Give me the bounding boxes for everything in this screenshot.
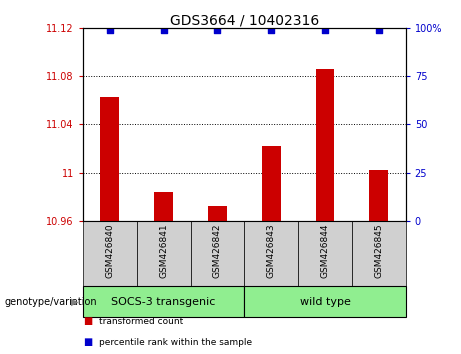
Point — [267, 27, 275, 33]
Text: GSM426842: GSM426842 — [213, 223, 222, 278]
Bar — [298, 221, 352, 286]
Text: SOCS-3 transgenic: SOCS-3 transgenic — [112, 297, 216, 307]
Title: GDS3664 / 10402316: GDS3664 / 10402316 — [170, 13, 319, 27]
Point — [321, 27, 329, 33]
Bar — [369, 170, 388, 221]
Bar — [262, 146, 281, 221]
Text: ■: ■ — [83, 337, 92, 347]
Bar — [100, 97, 119, 221]
Bar — [316, 69, 334, 221]
Text: GSM426841: GSM426841 — [159, 223, 168, 278]
Bar — [137, 221, 190, 286]
Point — [106, 27, 113, 33]
Bar — [83, 221, 137, 286]
Point — [160, 27, 167, 33]
Text: transformed count: transformed count — [99, 317, 183, 326]
Text: ■: ■ — [83, 316, 92, 326]
Text: GSM426843: GSM426843 — [267, 223, 276, 278]
Point — [214, 27, 221, 33]
Text: GSM426844: GSM426844 — [320, 223, 330, 278]
Text: percentile rank within the sample: percentile rank within the sample — [99, 338, 252, 347]
Text: GSM426840: GSM426840 — [106, 223, 114, 278]
Bar — [244, 286, 406, 317]
Bar — [154, 192, 173, 221]
Text: genotype/variation: genotype/variation — [5, 297, 97, 307]
Point — [375, 27, 383, 33]
Bar — [208, 206, 227, 221]
Text: GSM426845: GSM426845 — [374, 223, 383, 278]
Bar — [83, 286, 244, 317]
Bar — [244, 221, 298, 286]
Text: ▶: ▶ — [71, 297, 79, 307]
Text: wild type: wild type — [300, 297, 350, 307]
Bar — [190, 221, 244, 286]
Bar — [352, 221, 406, 286]
